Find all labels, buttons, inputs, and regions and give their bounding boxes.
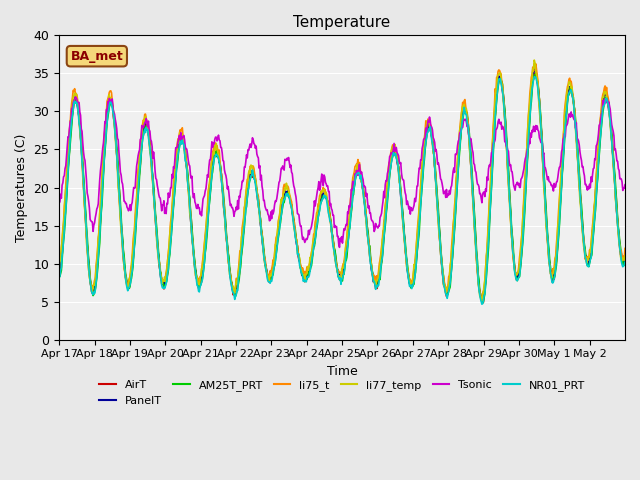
AirT [122, 273, 129, 278]
AM25T_PRT [432, 177, 440, 182]
li75_t [432, 182, 440, 188]
AirT [275, 225, 283, 230]
PanelT [122, 275, 129, 280]
AM25T_PRT [532, 71, 540, 76]
NR01_PRT [254, 195, 262, 201]
Line: NR01_PRT: NR01_PRT [59, 77, 625, 304]
Tsonic [227, 203, 234, 208]
NR01_PRT [401, 236, 408, 241]
Title: Temperature: Temperature [294, 15, 390, 30]
X-axis label: Time: Time [326, 365, 358, 378]
li75_t [122, 273, 129, 279]
li75_t [226, 268, 234, 274]
li77_temp [531, 57, 538, 63]
Tsonic [621, 182, 629, 188]
NR01_PRT [432, 181, 440, 187]
PanelT [432, 184, 440, 190]
Tsonic [55, 200, 63, 206]
NR01_PRT [122, 275, 129, 281]
AirT [432, 180, 440, 186]
PanelT [401, 234, 408, 240]
PanelT [254, 197, 262, 203]
li77_temp [122, 276, 129, 282]
NR01_PRT [275, 229, 283, 235]
NR01_PRT [478, 301, 486, 307]
Tsonic [72, 94, 79, 100]
NR01_PRT [226, 270, 234, 276]
li75_t [621, 246, 629, 252]
Line: AM25T_PRT: AM25T_PRT [59, 73, 625, 303]
li75_t [254, 192, 262, 198]
NR01_PRT [621, 259, 629, 265]
li77_temp [621, 252, 629, 258]
AM25T_PRT [401, 232, 408, 238]
AM25T_PRT [226, 264, 234, 270]
li77_temp [478, 298, 486, 304]
Legend: AirT, PanelT, AM25T_PRT, li75_t, li77_temp, Tsonic, NR01_PRT: AirT, PanelT, AM25T_PRT, li75_t, li77_te… [95, 376, 589, 410]
AirT [479, 300, 487, 305]
Y-axis label: Temperatures (C): Temperatures (C) [15, 133, 28, 242]
Line: PanelT: PanelT [59, 68, 625, 300]
AirT [226, 266, 234, 272]
li77_temp [275, 216, 283, 222]
Line: AirT: AirT [59, 73, 625, 302]
Line: li75_t: li75_t [59, 64, 625, 299]
AirT [621, 255, 629, 261]
li75_t [55, 260, 63, 266]
li75_t [477, 296, 485, 301]
li75_t [531, 61, 538, 67]
Tsonic [255, 155, 262, 161]
li77_temp [432, 190, 440, 195]
PanelT [275, 223, 283, 229]
Line: li77_temp: li77_temp [59, 60, 625, 301]
NR01_PRT [531, 74, 538, 80]
AM25T_PRT [55, 275, 63, 280]
li77_temp [226, 272, 234, 277]
Text: BA_met: BA_met [70, 50, 124, 63]
Tsonic [434, 161, 442, 167]
PanelT [531, 65, 539, 71]
Line: Tsonic: Tsonic [59, 97, 625, 247]
AM25T_PRT [479, 300, 486, 306]
PanelT [55, 271, 63, 277]
PanelT [478, 297, 486, 303]
AM25T_PRT [621, 260, 629, 265]
NR01_PRT [55, 275, 63, 280]
AirT [254, 193, 262, 199]
AM25T_PRT [254, 193, 262, 199]
li77_temp [55, 266, 63, 272]
Tsonic [402, 192, 410, 198]
PanelT [621, 258, 629, 264]
PanelT [226, 267, 234, 273]
AM25T_PRT [122, 271, 129, 277]
li75_t [275, 215, 283, 221]
Tsonic [335, 244, 343, 250]
AirT [55, 273, 63, 278]
li75_t [401, 237, 408, 242]
li77_temp [254, 196, 262, 202]
Tsonic [276, 178, 284, 184]
Tsonic [122, 201, 130, 206]
AM25T_PRT [275, 230, 283, 236]
AirT [401, 234, 408, 240]
AirT [531, 70, 539, 76]
li77_temp [401, 238, 408, 244]
